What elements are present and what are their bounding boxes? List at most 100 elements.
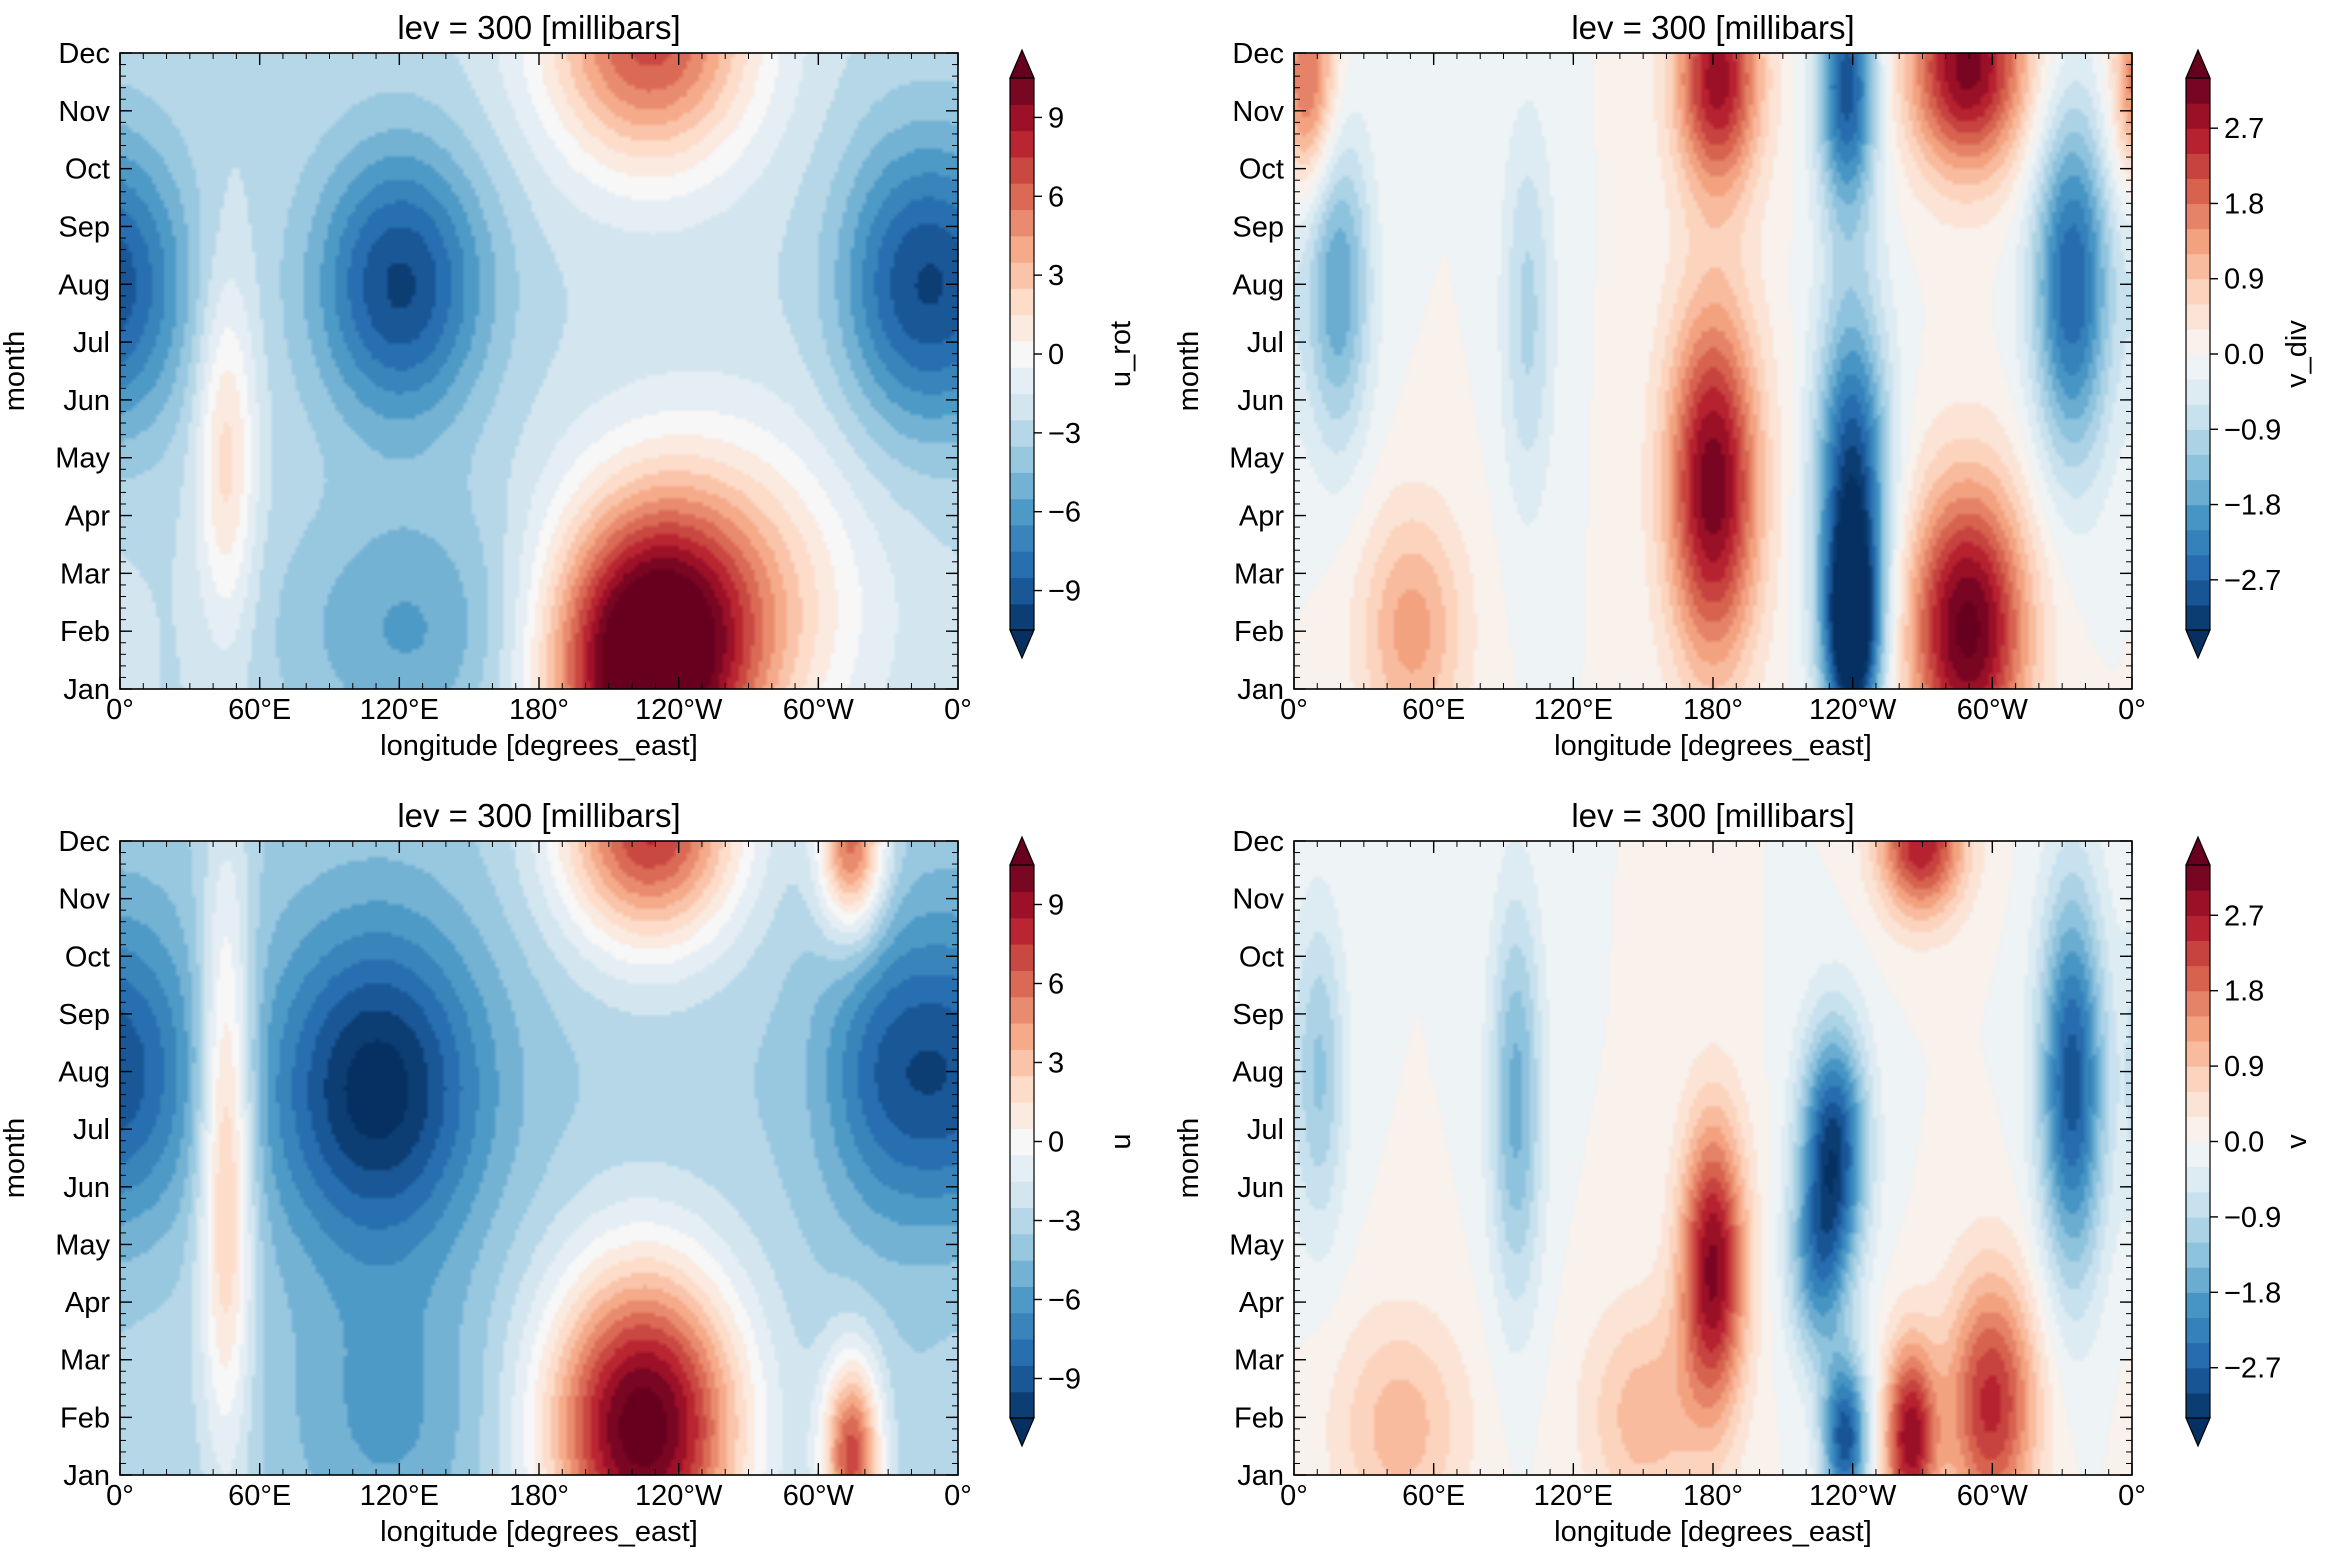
colorbar-tick-label: −1.8: [2224, 490, 2281, 522]
x-tick-label: 60°W: [1957, 1480, 2029, 1512]
colorbar-segment: [1010, 891, 1034, 919]
colorbar-segment: [1010, 209, 1034, 237]
colorbar-segment: [2186, 178, 2210, 205]
y-tick-label: Apr: [65, 1287, 110, 1319]
y-tick-label: May: [55, 443, 110, 475]
colorbar-segment: [1010, 865, 1034, 892]
x-axis-label: longitude [degrees_east]: [1554, 730, 1872, 762]
colorbar-segment: [1010, 419, 1034, 447]
colorbar-segment: [1010, 1391, 1034, 1419]
y-tick-label: Nov: [1232, 884, 1284, 916]
colorbar-segment: [2186, 604, 2210, 631]
x-tick-label: 0°: [944, 694, 972, 726]
plot-title: lev = 300 [millibars]: [1571, 9, 1854, 46]
colorbar-label: v: [2281, 1134, 2313, 1149]
x-tick-label: 120°W: [635, 1480, 723, 1512]
y-axis-label: month: [1173, 1118, 1205, 1199]
x-tick-label: 120°W: [1809, 1480, 1897, 1512]
x-tick-label: 0°: [106, 1480, 134, 1512]
colorbar-tick-label: −2.7: [2224, 1353, 2281, 1385]
colorbar-segment: [2186, 354, 2210, 380]
y-tick-label: Aug: [58, 1057, 110, 1089]
colorbar-tick-label: 3: [1048, 260, 1064, 292]
colorbar-segment: [2186, 890, 2210, 916]
x-tick-label: 120°W: [635, 694, 723, 726]
colorbar-tick-label: 2.7: [2224, 900, 2264, 932]
x-tick-label: 120°E: [1534, 1480, 1613, 1512]
colorbar-segment: [1010, 1049, 1034, 1077]
colorbar-segment: [2186, 203, 2210, 230]
colorbar-segment: [2186, 1242, 2210, 1268]
y-tick-label: Jul: [73, 327, 110, 359]
y-tick-label: Dec: [58, 38, 110, 70]
y-tick-label: Apr: [65, 501, 110, 533]
colorbar-segment: [2186, 128, 2210, 154]
colorbar-segment: [1010, 1260, 1034, 1287]
colorbar-extend-min: [2185, 629, 2211, 660]
colorbar-segment: [2186, 328, 2210, 355]
colorbar-label: u: [1105, 1133, 1137, 1149]
colorbar-segment: [1010, 970, 1034, 998]
colorbar-segment: [1010, 1339, 1034, 1366]
x-tick-label: 60°E: [228, 1480, 291, 1512]
colorbar-segment: [2186, 1191, 2210, 1218]
colorbar-segment: [2186, 554, 2210, 581]
colorbar-segment: [2186, 253, 2210, 280]
colorbar-segment: [1010, 1365, 1034, 1393]
colorbar-segment: [1010, 1312, 1034, 1340]
colorbar-segment: [1010, 183, 1034, 211]
colorbar-segment: [2186, 579, 2210, 606]
x-tick-label: 60°E: [1402, 1480, 1465, 1512]
colorbar-tick-label: 0.0: [2224, 339, 2264, 371]
colorbar-extend-min: [1009, 629, 1035, 660]
colorbar-segment: [1010, 498, 1034, 526]
x-tick-label: 180°: [1683, 694, 1743, 726]
colorbar-segment: [1010, 1233, 1034, 1261]
colorbar-tick-label: 0: [1048, 339, 1064, 371]
colorbar-segment: [1010, 130, 1034, 158]
y-tick-label: Jan: [1237, 1460, 1284, 1492]
x-tick-label: 120°W: [1809, 694, 1897, 726]
colorbar-segment: [2186, 1116, 2210, 1143]
colorbar-extend-min: [1009, 1417, 1035, 1448]
y-tick-label: Oct: [65, 154, 110, 186]
colorbar-segment: [1010, 1023, 1034, 1050]
x-tick-label: 0°: [2118, 1480, 2146, 1512]
colorbar-segment: [2186, 454, 2210, 481]
y-tick-label: Aug: [58, 269, 110, 301]
y-tick-label: Jun: [63, 1172, 110, 1204]
colorbar-segment: [2186, 429, 2210, 455]
colorbar-tick-label: −2.7: [2224, 565, 2281, 597]
colorbar-segment: [2186, 1292, 2210, 1319]
colorbar-segment: [2186, 479, 2210, 506]
colorbar-tick-label: −3: [1048, 1206, 1081, 1238]
colorbar-segment: [2186, 1040, 2210, 1067]
colorbar-segment: [1010, 1286, 1034, 1314]
x-tick-label: 60°W: [783, 694, 855, 726]
colorbar-label: v_div: [2281, 320, 2313, 388]
x-tick-label: 0°: [2118, 694, 2146, 726]
y-tick-label: May: [1229, 1229, 1284, 1261]
y-tick-label: Sep: [1232, 211, 1284, 243]
y-tick-label: Oct: [1239, 941, 1284, 973]
x-tick-label: 120°E: [1534, 694, 1613, 726]
x-tick-label: 0°: [1280, 694, 1308, 726]
colorbar-segment: [2186, 1342, 2210, 1369]
contour-field: [1294, 841, 2132, 1475]
y-tick-label: Sep: [58, 211, 110, 243]
y-tick-label: Jan: [63, 1460, 110, 1492]
x-tick-label: 0°: [944, 1480, 972, 1512]
y-tick-label: Nov: [1232, 96, 1284, 128]
colorbar-segment: [2186, 529, 2210, 556]
x-tick-label: 120°E: [360, 694, 439, 726]
colorbar-segment: [1010, 393, 1034, 421]
y-tick-label: Dec: [58, 826, 110, 858]
colorbar-segment: [1010, 944, 1034, 971]
colorbar-segment: [2186, 1267, 2210, 1293]
colorbar-segment: [2186, 504, 2210, 531]
colorbar-tick-label: −3: [1048, 418, 1081, 450]
y-tick-label: Mar: [60, 1345, 110, 1377]
colorbar-segment: [1010, 262, 1034, 289]
colorbar-segment: [1010, 1154, 1034, 1182]
y-tick-label: Sep: [58, 999, 110, 1031]
